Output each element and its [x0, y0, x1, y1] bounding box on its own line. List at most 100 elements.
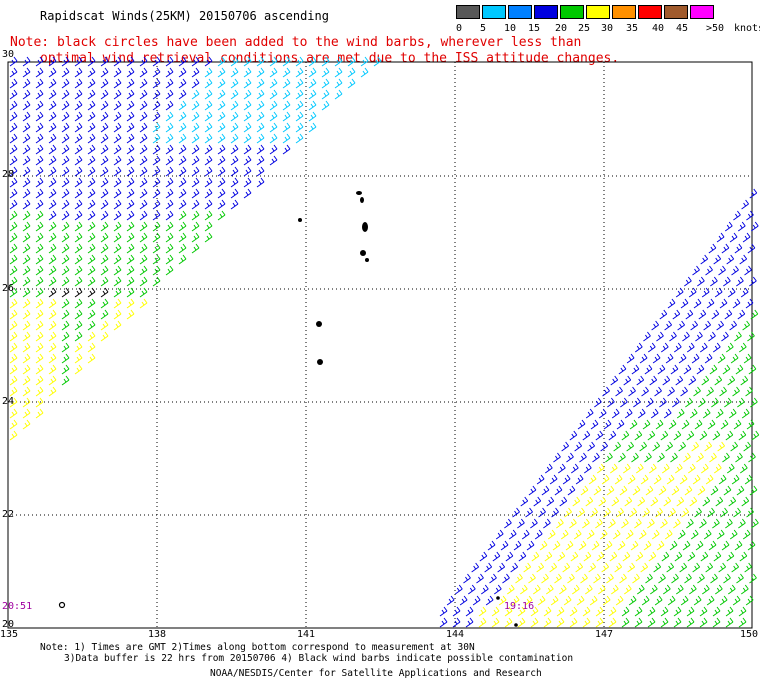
wind-barb	[126, 67, 135, 78]
wind-barb	[712, 342, 721, 353]
wind-barb	[100, 144, 109, 155]
wind-barb	[9, 243, 18, 254]
wind-barb	[727, 584, 736, 595]
wind-barb	[751, 430, 760, 441]
wind-barb	[139, 56, 148, 67]
wind-barb	[541, 485, 550, 496]
legend-label: 10	[504, 23, 517, 34]
wind-barb	[9, 397, 18, 408]
wind-barb	[628, 595, 637, 606]
wind-barb	[621, 617, 630, 628]
wind-barb	[256, 111, 265, 122]
wind-barb	[100, 177, 109, 188]
wind-barb	[9, 331, 18, 342]
wind-barb	[165, 232, 174, 243]
contamination-circle	[496, 596, 500, 600]
wind-barb	[686, 430, 695, 441]
wind-barb	[621, 518, 629, 529]
wind-barb	[701, 375, 710, 386]
wind-barb	[126, 276, 135, 287]
wind-barb	[204, 89, 213, 100]
wind-barb	[688, 287, 697, 298]
wind-barb	[113, 309, 122, 320]
wind-barb	[746, 507, 754, 518]
wind-barb	[230, 188, 239, 199]
wind-barb	[626, 353, 635, 364]
island	[360, 197, 364, 203]
wind-barb	[541, 573, 549, 584]
wind-barb	[74, 111, 83, 122]
wind-barb	[9, 166, 18, 177]
wind-barb	[691, 353, 700, 364]
wind-barb	[705, 265, 713, 276]
wind-barb	[282, 100, 291, 111]
wind-barb	[48, 276, 57, 287]
wind-barb	[113, 89, 122, 100]
wind-barb	[624, 408, 633, 419]
wind-barb	[517, 518, 525, 529]
wind-barb	[9, 221, 18, 232]
wind-barb	[612, 529, 621, 540]
wind-barb	[680, 595, 689, 606]
wind-barb	[74, 177, 83, 188]
wind-barb	[570, 551, 579, 562]
wind-barb	[204, 133, 213, 144]
wind-barb	[165, 188, 174, 199]
wind-barb	[61, 254, 70, 265]
footer-note-2: 3)Data buffer is 22 hrs from 20150706 4)…	[64, 653, 574, 664]
wind-barb	[295, 100, 304, 111]
wind-barb	[697, 573, 705, 584]
wind-barb	[256, 144, 265, 155]
wind-barb	[505, 551, 514, 562]
wind-barb	[562, 474, 571, 485]
wind-barb	[556, 518, 564, 529]
wind-barb	[243, 111, 252, 122]
wind-barb	[727, 375, 736, 386]
wind-barb	[521, 529, 530, 540]
wind-barb	[35, 320, 44, 331]
wind-barb	[678, 441, 687, 452]
wind-barb	[703, 529, 712, 540]
wind-barb	[595, 606, 604, 617]
wind-barb	[544, 463, 553, 474]
wind-barb	[634, 342, 643, 353]
contamination-circle	[58, 601, 66, 609]
legend-swatch	[508, 5, 532, 19]
wind-barb	[191, 243, 200, 254]
wind-barb	[536, 474, 545, 485]
wind-barb	[713, 551, 722, 562]
wind-barb	[537, 595, 546, 606]
wind-barb	[256, 67, 265, 78]
wind-barb	[702, 408, 711, 419]
wind-barb	[672, 309, 681, 320]
wind-barb	[686, 606, 695, 617]
wind-barb	[578, 540, 587, 551]
wind-barb	[282, 56, 291, 67]
wind-barb	[139, 166, 148, 177]
wind-barb	[722, 364, 731, 375]
wind-barb	[61, 100, 70, 111]
wind-barb	[35, 133, 44, 144]
wind-barb	[684, 276, 692, 287]
wind-barb	[61, 375, 70, 386]
wind-barb	[9, 430, 18, 441]
wind-barb	[126, 122, 135, 133]
wind-barb	[643, 540, 652, 551]
wind-barb	[269, 155, 278, 166]
wind-barb	[61, 144, 70, 155]
wind-barb	[699, 606, 708, 617]
wind-barb	[690, 320, 699, 331]
wind-barb	[100, 89, 109, 100]
wind-barb	[588, 562, 597, 573]
wind-barb	[256, 122, 265, 133]
wind-barb	[452, 606, 461, 617]
wind-barb	[695, 331, 703, 342]
wind-barb	[74, 331, 83, 342]
wind-barb	[657, 364, 666, 375]
wind-barb	[35, 122, 44, 133]
wind-barb	[321, 100, 330, 111]
wind-barb	[692, 562, 701, 573]
wind-barb	[100, 243, 109, 254]
wind-barb	[452, 617, 461, 628]
wind-barb	[243, 188, 252, 199]
